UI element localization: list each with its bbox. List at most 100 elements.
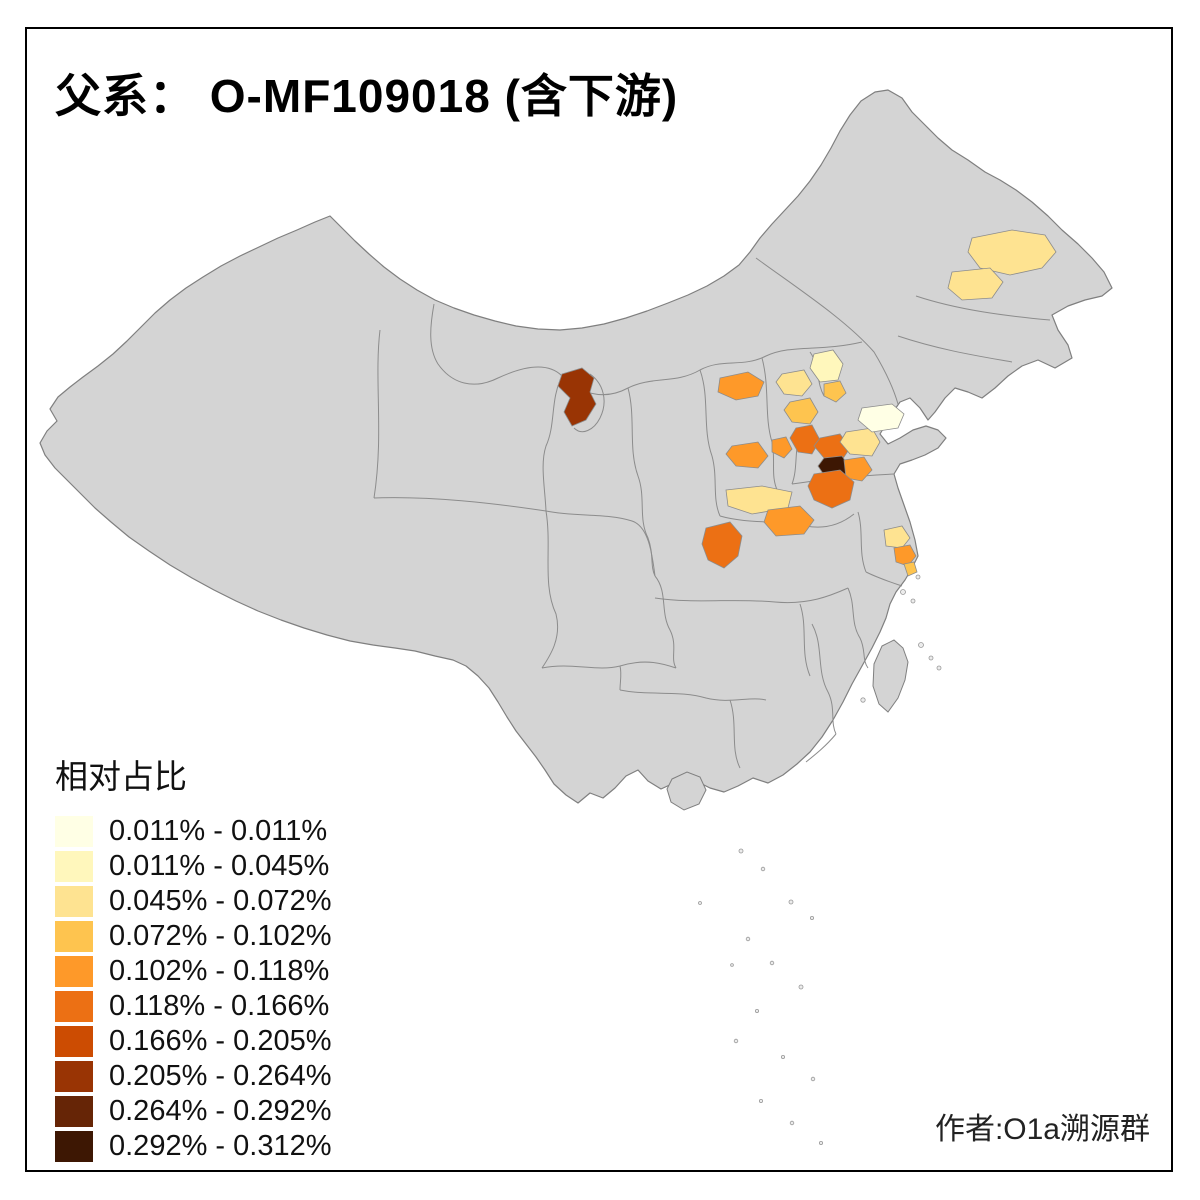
island [810, 916, 815, 921]
legend-swatch [55, 1096, 93, 1127]
region-shanxi-center [783, 397, 819, 425]
island [745, 936, 751, 942]
island [900, 589, 906, 595]
legend-entry: 0.118% - 0.166% [55, 989, 331, 1024]
island [733, 1038, 739, 1044]
legend-swatch [55, 816, 93, 847]
province-border-line [619, 689, 767, 701]
province-border-line [699, 369, 721, 517]
legend-entries: 0.011% - 0.011% 0.011% - 0.045% 0.045% - 0… [55, 814, 331, 1164]
island [910, 598, 916, 604]
legend-label: 0.166% - 0.205% [109, 1025, 332, 1057]
island [769, 960, 775, 966]
province-border-line [811, 623, 837, 735]
region-heilongjiang-suihua [967, 229, 1057, 276]
legend-entry: 0.102% - 0.118% [55, 954, 331, 989]
region-beijing [809, 349, 844, 383]
province-border-line [847, 587, 869, 669]
island [860, 697, 866, 703]
province-border-line [915, 295, 1051, 321]
region-gansu-dark [557, 367, 597, 427]
province-border-line [729, 699, 741, 769]
legend-swatch [55, 921, 93, 952]
legend-label: 0.072% - 0.102% [109, 920, 332, 952]
region-jiangsu-xuzhou [807, 469, 855, 509]
region-shandong-pale [857, 403, 905, 433]
region-suzhou-light [883, 525, 911, 549]
legend-label: 0.264% - 0.292% [109, 1095, 332, 1127]
province-border-line [799, 603, 811, 677]
legend-label: 0.011% - 0.045% [109, 850, 330, 882]
legend-entry: 0.166% - 0.205% [55, 1024, 331, 1059]
legend-swatch [55, 956, 93, 987]
legend-label: 0.011% - 0.011% [109, 815, 328, 847]
legend-entry: 0.045% - 0.072% [55, 884, 331, 919]
plot-frame [25, 27, 1173, 1172]
island [798, 984, 804, 990]
region-henan-luoyang [725, 441, 769, 469]
island [755, 1009, 760, 1014]
island [730, 963, 734, 967]
region-hubei-west [701, 521, 743, 569]
island [698, 901, 702, 905]
province-border-line [755, 257, 899, 405]
province-border-line [897, 335, 1013, 363]
island [810, 1076, 816, 1082]
map-title: 父系： O-MF109018 (含下游) [55, 70, 679, 122]
province-border-line [654, 575, 677, 669]
region-jiaxing [903, 561, 918, 577]
legend-swatch [55, 1026, 93, 1057]
legend-swatch [55, 991, 93, 1022]
province-border-line [573, 373, 605, 433]
hainan-island [666, 771, 707, 811]
province-border-line [545, 510, 656, 577]
province-border-line [541, 510, 558, 669]
legend-entry: 0.011% - 0.011% [55, 814, 331, 849]
legend-entry: 0.072% - 0.102% [55, 919, 331, 954]
region-tianjin [823, 380, 847, 403]
attribution: 作者:O1a溯源群 [934, 1113, 1150, 1146]
island [915, 574, 921, 580]
legend-label: 0.045% - 0.072% [109, 885, 332, 917]
province-border-line [542, 375, 563, 512]
taiwan-island [872, 639, 909, 713]
region-henan-anyang [771, 436, 793, 459]
province-border-line [865, 571, 903, 587]
legend: 相对占比 0.011% - 0.011% 0.011% - 0.045% 0.045… [55, 750, 331, 1164]
legend-entry: 0.205% - 0.264% [55, 1059, 331, 1094]
legend-label: 0.292% - 0.312% [109, 1130, 332, 1162]
legend-swatch [55, 1131, 93, 1162]
legend-entry: 0.292% - 0.312% [55, 1129, 331, 1164]
legend-label: 0.118% - 0.166% [109, 990, 330, 1022]
province-border-line [805, 733, 837, 763]
region-shanxi-north [717, 371, 765, 401]
region-shanghai [893, 544, 917, 567]
region-heilongjiang-harbin [947, 267, 1004, 301]
legend-entry: 0.011% - 0.045% [55, 849, 331, 884]
island [928, 655, 934, 661]
island [759, 1099, 764, 1104]
province-border-line [373, 329, 381, 499]
small-islands [698, 574, 942, 1146]
legend-swatch [55, 1061, 93, 1092]
province-border-line [654, 587, 849, 604]
legend-label: 0.102% - 0.118% [109, 955, 330, 987]
legend-label: 0.205% - 0.264% [109, 1060, 332, 1092]
island [789, 1120, 795, 1126]
island [819, 1141, 824, 1146]
legend-swatch [55, 851, 93, 882]
region-henan-zhumadian [763, 505, 815, 537]
region-shanxi-south [789, 424, 821, 455]
china-mainland-outline [39, 89, 1113, 804]
province-border-line [619, 665, 622, 691]
province-border-line [430, 303, 863, 396]
island [738, 848, 744, 854]
island [760, 866, 766, 872]
region-hebei-patch [775, 369, 813, 397]
legend-swatch [55, 886, 93, 917]
legend-title: 相对占比 [55, 758, 187, 795]
island [788, 899, 794, 905]
island [918, 642, 924, 648]
